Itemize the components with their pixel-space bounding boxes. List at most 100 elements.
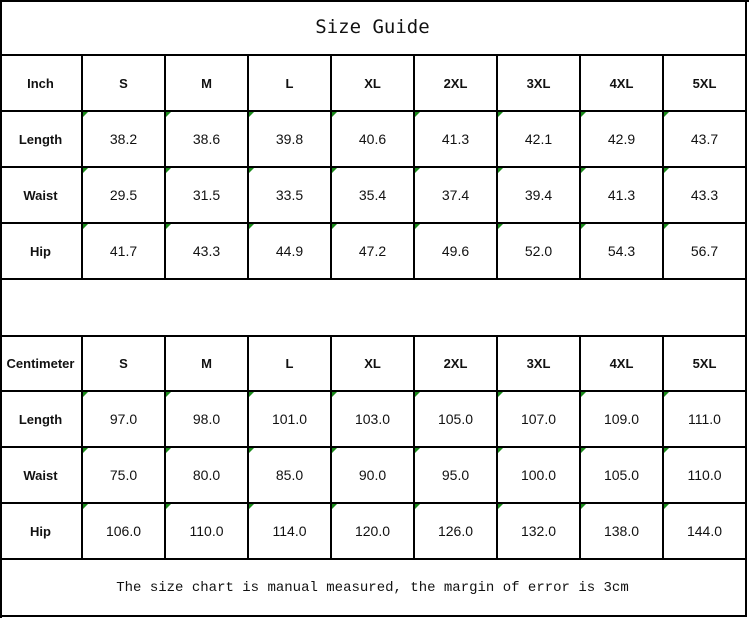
size-header-text: M <box>201 75 212 91</box>
size-header: M <box>166 336 249 392</box>
size-header: XL <box>332 336 415 392</box>
value-cell-text: 35.4 <box>358 187 387 203</box>
value-cell: 47.2 <box>332 224 415 280</box>
cell-marker-icon <box>664 392 669 397</box>
cell-marker-icon <box>332 504 337 509</box>
size-header-text: 2XL <box>443 75 468 91</box>
value-cell-text: 109.0 <box>603 411 640 427</box>
cell-marker-icon <box>166 224 171 229</box>
value-cell: 85.0 <box>249 448 332 504</box>
value-cell-text: 106.0 <box>105 523 142 539</box>
size-header: 2XL <box>415 56 498 112</box>
cell-marker-icon <box>498 392 503 397</box>
value-cell: 75.0 <box>83 448 166 504</box>
footnote: The size chart is manual measured, the m… <box>0 560 747 617</box>
value-cell-text: 44.9 <box>275 243 304 259</box>
page-title-text: Size Guide <box>315 16 430 38</box>
row-label: Length <box>0 112 83 168</box>
cell-marker-icon <box>581 168 586 173</box>
value-cell-text: 39.4 <box>524 187 553 203</box>
cell-marker-icon <box>83 448 88 453</box>
value-cell: 106.0 <box>83 504 166 560</box>
cell-marker-icon <box>166 392 171 397</box>
value-cell-text: 95.0 <box>441 467 470 483</box>
value-cell-text: 42.1 <box>524 131 553 147</box>
value-cell: 44.9 <box>249 224 332 280</box>
value-cell-text: 110.0 <box>687 467 722 483</box>
value-cell-text: 144.0 <box>686 523 723 539</box>
value-cell: 90.0 <box>332 448 415 504</box>
size-header: 5XL <box>664 56 747 112</box>
value-cell: 120.0 <box>332 504 415 560</box>
value-cell-text: 56.7 <box>690 243 719 259</box>
value-cell-text: 54.3 <box>607 243 636 259</box>
size-header: L <box>249 56 332 112</box>
cell-marker-icon <box>415 448 420 453</box>
value-cell: 98.0 <box>166 392 249 448</box>
value-cell: 43.7 <box>664 112 747 168</box>
value-cell-text: 41.3 <box>441 131 470 147</box>
size-header-text: M <box>201 355 212 371</box>
cell-marker-icon <box>415 504 420 509</box>
value-cell: 80.0 <box>166 448 249 504</box>
cell-marker-icon <box>332 112 337 117</box>
value-cell: 56.7 <box>664 224 747 280</box>
value-cell-text: 40.6 <box>358 131 387 147</box>
cell-marker-icon <box>664 448 669 453</box>
cell-marker-icon <box>498 224 503 229</box>
value-cell: 31.5 <box>166 168 249 224</box>
footnote-text: The size chart is manual measured, the m… <box>116 579 629 596</box>
value-cell: 39.8 <box>249 112 332 168</box>
row-label-text: Hip <box>30 243 51 259</box>
value-cell-text: 41.3 <box>607 187 636 203</box>
cell-marker-icon <box>332 448 337 453</box>
size-header: S <box>83 336 166 392</box>
cell-marker-icon <box>581 224 586 229</box>
value-cell: 52.0 <box>498 224 581 280</box>
size-header: 4XL <box>581 56 664 112</box>
value-cell-text: 43.3 <box>192 243 221 259</box>
cell-marker-icon <box>332 168 337 173</box>
value-cell-text: 103.0 <box>354 411 391 427</box>
value-cell-text: 100.0 <box>520 467 557 483</box>
value-cell: 111.0 <box>664 392 747 448</box>
value-cell-text: 132.0 <box>520 523 557 539</box>
value-cell: 103.0 <box>332 392 415 448</box>
value-cell: 38.6 <box>166 112 249 168</box>
cell-marker-icon <box>664 504 669 509</box>
cell-marker-icon <box>581 392 586 397</box>
cell-marker-icon <box>83 112 88 117</box>
cell-marker-icon <box>166 448 171 453</box>
value-cell: 105.0 <box>581 448 664 504</box>
cell-marker-icon <box>498 168 503 173</box>
value-cell: 109.0 <box>581 392 664 448</box>
cell-marker-icon <box>415 112 420 117</box>
size-header-text: 4XL <box>609 355 634 371</box>
value-cell-text: 43.7 <box>690 131 719 147</box>
unit-header: Centimeter <box>0 336 83 392</box>
value-cell: 33.5 <box>249 168 332 224</box>
cell-marker-icon <box>83 168 88 173</box>
value-cell-text: 110.0 <box>189 523 224 539</box>
value-cell: 132.0 <box>498 504 581 560</box>
value-cell: 42.9 <box>581 112 664 168</box>
value-cell-text: 38.6 <box>192 131 221 147</box>
cell-marker-icon <box>498 504 503 509</box>
value-cell-text: 85.0 <box>275 467 304 483</box>
value-cell-text: 49.6 <box>441 243 470 259</box>
value-cell-text: 97.0 <box>109 411 138 427</box>
row-label-text: Length <box>18 131 63 147</box>
size-header-text: 3XL <box>526 75 551 91</box>
value-cell: 41.3 <box>581 168 664 224</box>
size-header: 3XL <box>498 336 581 392</box>
value-cell: 40.6 <box>332 112 415 168</box>
value-cell: 35.4 <box>332 168 415 224</box>
value-cell-text: 52.0 <box>524 243 553 259</box>
size-header: 2XL <box>415 336 498 392</box>
value-cell: 39.4 <box>498 168 581 224</box>
value-cell-text: 98.0 <box>192 411 221 427</box>
page-title: Size Guide <box>0 0 747 56</box>
value-cell-text: 38.2 <box>109 131 138 147</box>
value-cell-text: 107.0 <box>520 411 557 427</box>
size-header: 3XL <box>498 56 581 112</box>
